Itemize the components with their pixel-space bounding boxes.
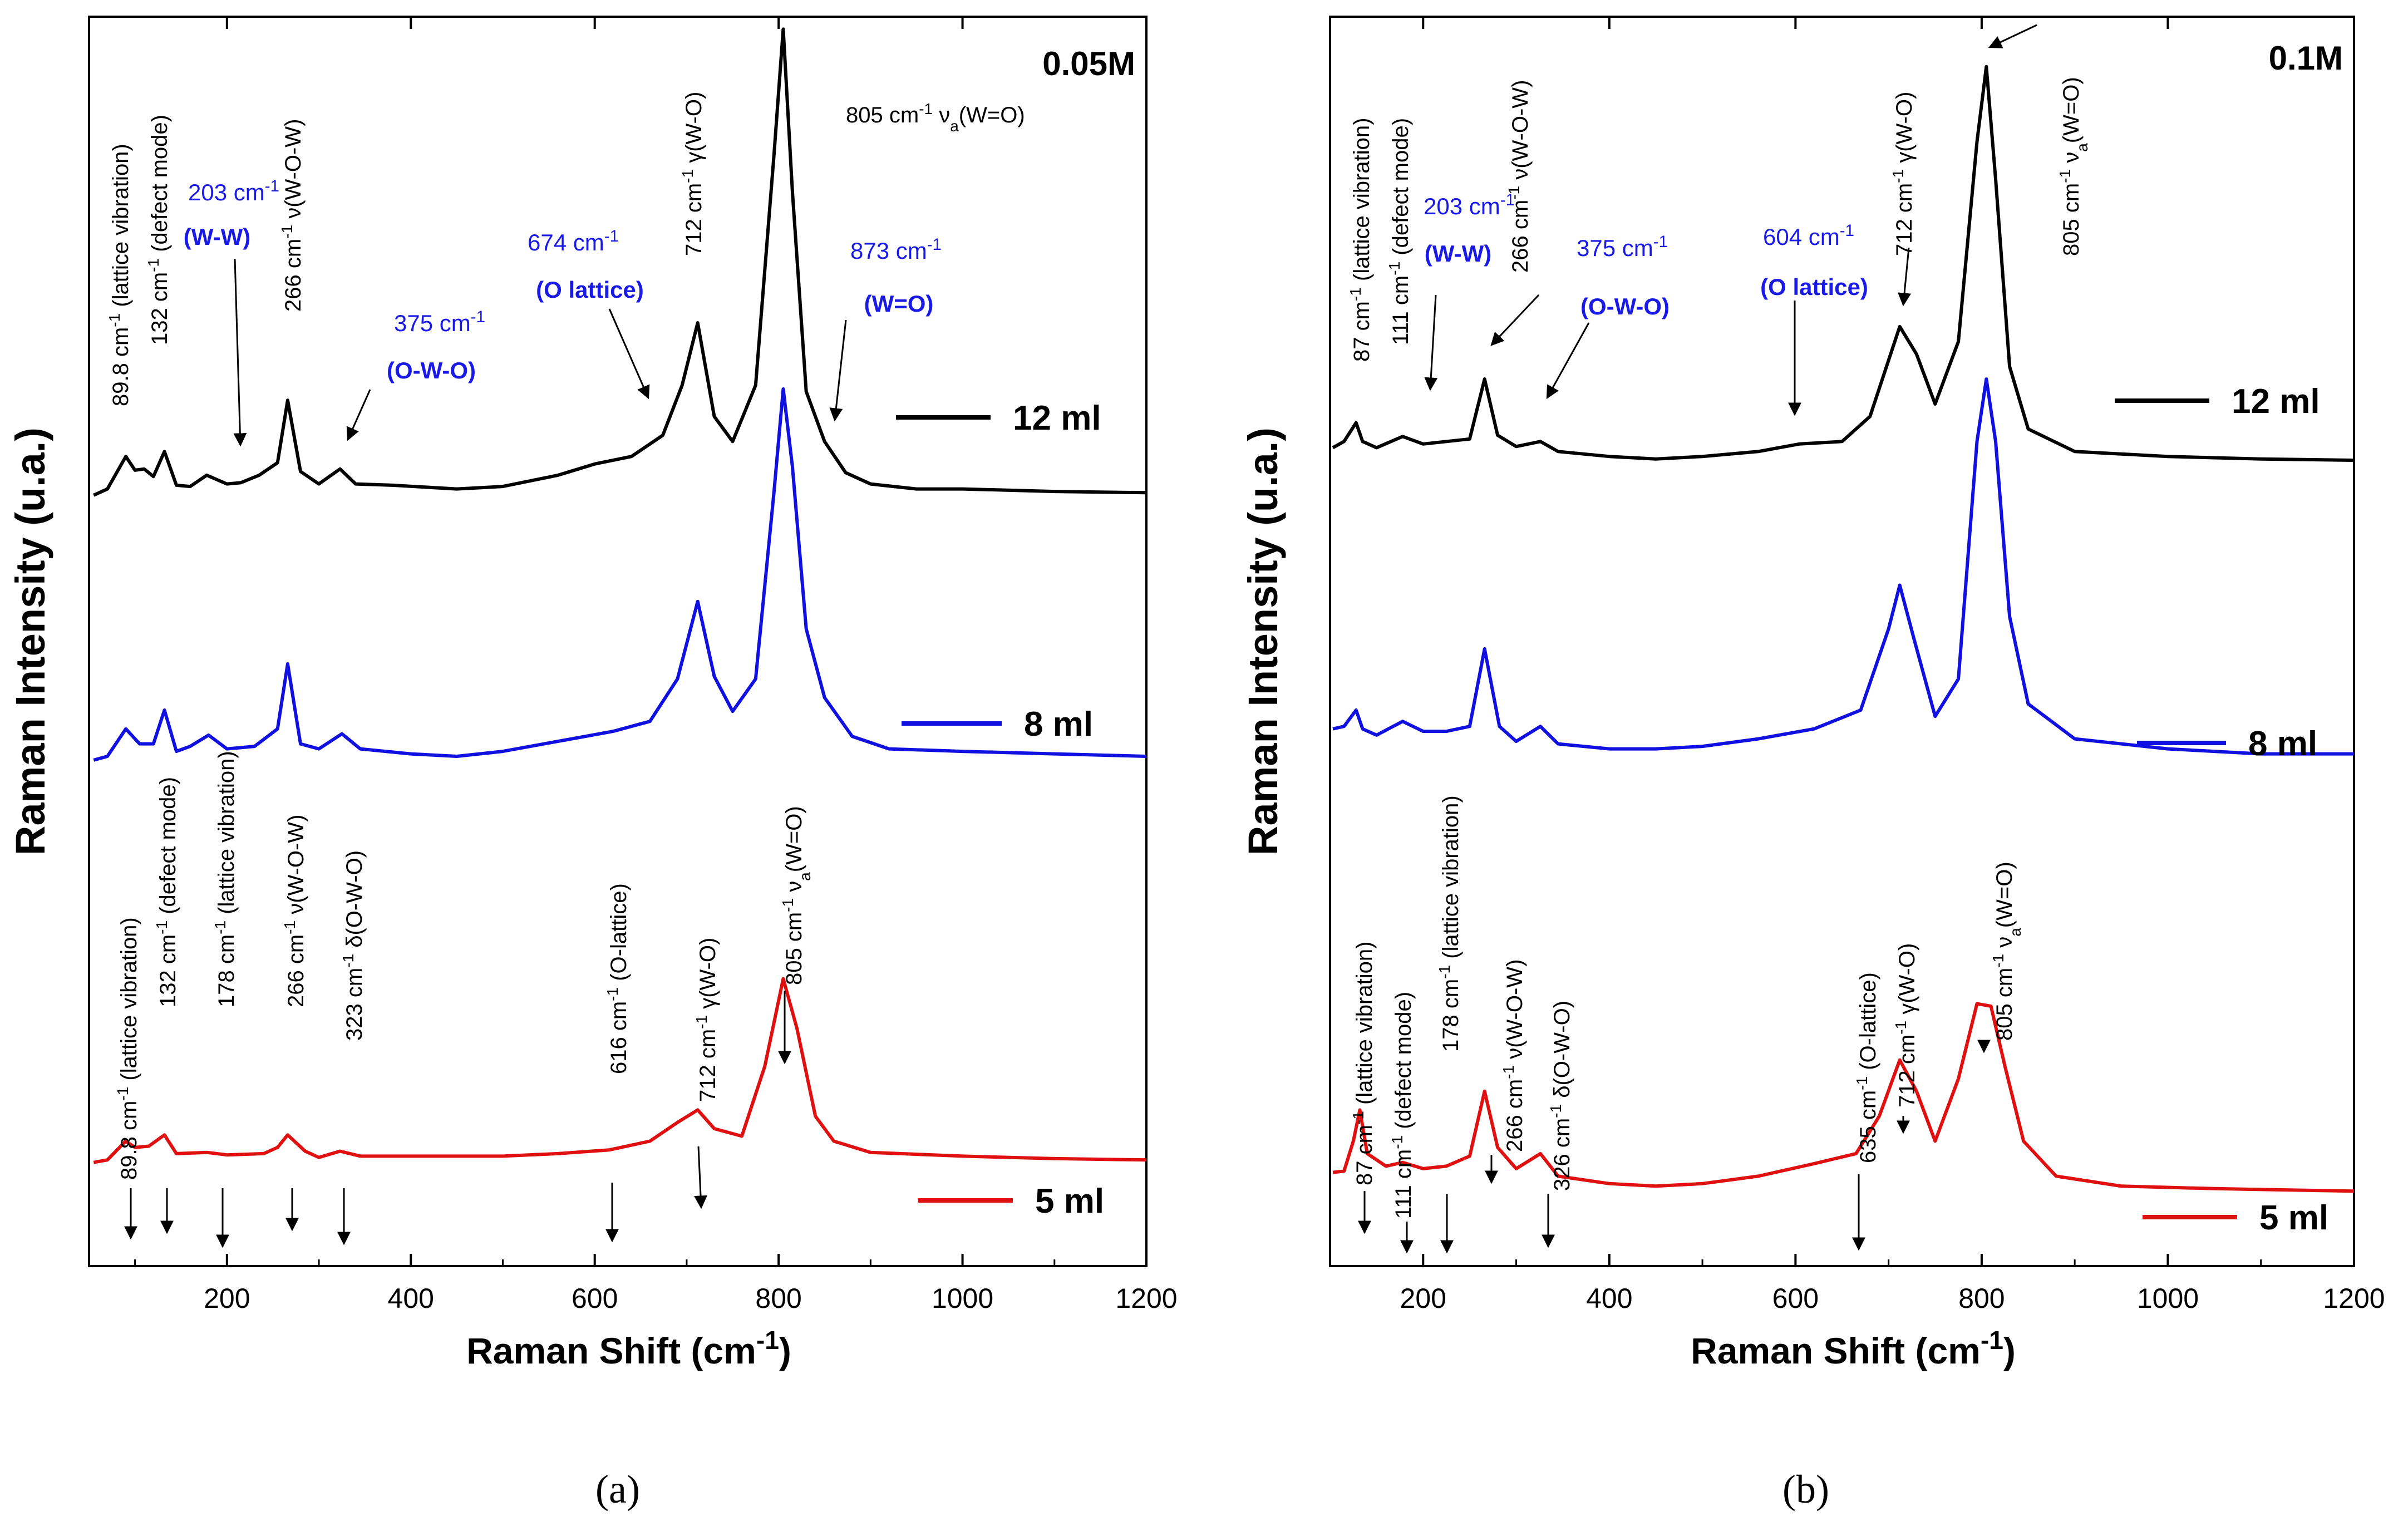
annotation-label: 604 cm-1 [1763, 221, 1854, 250]
legend-label: 5 ml [2259, 1199, 2328, 1237]
annotation-label: 712 cm-1 γ(W-O) [1892, 943, 1920, 1107]
annotation-arrow [233, 258, 247, 447]
annotation-label: 89.8 cm-1 (lattice vibration) [106, 144, 134, 406]
annotation-arrow [694, 1146, 708, 1209]
annotation-label: 89.8 cm-1 (lattice vibration) [114, 917, 142, 1180]
annotation-label: 873 cm-1 [850, 235, 942, 264]
annotation-label: 805 cm-1 νa(W=O) [1990, 862, 2024, 1041]
x-tick-label: 1000 [2137, 1283, 2199, 1314]
chart-panel-a: 200 400 600 800 1000 1200 Raman Shift (cm-1) Ra… [7, 16, 1178, 1371]
annotation-label: 111 cm-1 (defect mode) [1386, 118, 1414, 345]
annotation-label: (O-W-O) [1580, 293, 1670, 319]
annotation-label: 805 cm-1 νa(W=O) [779, 806, 814, 985]
series-line-8-ml [1332, 377, 2354, 756]
annotation-label: (W=O) [864, 291, 934, 317]
annotation-label: 132 cm-1 (defect mode) [153, 777, 181, 1007]
annotation-label: 712 cm-1 γ(W-O) [679, 92, 707, 256]
legend-label: 8 ml [1024, 705, 1093, 744]
annotation-label: 111 cm-1 (defect mode) [1388, 992, 1416, 1219]
y-axis-label: Raman Intensity (u.a.) [7, 427, 53, 855]
annotation-label: 712 cm-1 γ(W-O) [1889, 92, 1917, 256]
y-axis-label: Raman Intensity (u.a.) [1240, 427, 1286, 855]
annotation-arrow [346, 389, 371, 441]
annotation-label: 635 cm-1 (O-lattice) [1853, 972, 1881, 1163]
annotation-label: 266 cm-1 ν(W-O-W) [281, 815, 309, 1007]
annotation-label: 203 cm-1 [1424, 191, 1515, 220]
legend-label: 8 ml [2248, 725, 2317, 763]
plot-frame [88, 16, 1148, 1267]
series-line-12-ml [93, 27, 1147, 497]
caption-b: (b) [1782, 1467, 1829, 1512]
annotation-arrow [1490, 294, 1540, 346]
annotation-arrow [1898, 247, 1912, 307]
annotation-label: (O-W-O) [387, 357, 476, 383]
legend-label: 12 ml [1013, 399, 1101, 437]
x-tick-label: 1200 [1115, 1283, 1177, 1314]
annotation-label: (O lattice) [536, 277, 644, 303]
x-tick-label: 600 [572, 1283, 618, 1314]
annotation-arrow [829, 319, 847, 422]
series-line-12-ml [1332, 65, 2355, 462]
series-line-8-ml [93, 387, 1147, 762]
annotation-label: 712 cm-1 γ(W-O) [693, 938, 721, 1102]
annotation-label: (O lattice) [1760, 274, 1868, 300]
annotation-label: 326 cm-1 δ(O-W-O) [1547, 1001, 1575, 1191]
x-tick-label: 600 [1772, 1283, 1819, 1314]
annotation-label: 375 cm-1 [394, 308, 485, 337]
annotation-label: 616 cm-1 (O-lattice) [604, 883, 632, 1074]
x-tick-label: 400 [1586, 1283, 1632, 1314]
annotation-arrow [1988, 24, 2037, 48]
series-line-5-ml [1332, 1002, 2355, 1193]
x-tick-label: 800 [1958, 1283, 2005, 1314]
plot-frame [1329, 16, 2355, 1267]
annotation-label: 87 cm-1 (lattice vibration) [1347, 118, 1375, 362]
chart-title: 0.05M [1042, 45, 1135, 82]
annotation-label: 674 cm-1 [528, 227, 619, 256]
x-tick-label: 200 [1400, 1283, 1446, 1314]
annotation-label: (W-W) [1425, 240, 1491, 267]
x-tick-label: 800 [755, 1283, 801, 1314]
annotation-label: 375 cm-1 [1577, 233, 1668, 262]
annotation-label: 266 cm-1 ν(W-O-W) [278, 119, 306, 312]
annotation-arrow [608, 308, 650, 400]
chart-panel-b: 200 400 600 800 1000 1200 Raman Shift (cm-1) Ra… [1240, 16, 2385, 1371]
annotation-label: (W-W) [184, 224, 250, 250]
annotation-label: 132 cm-1 (defect mode) [145, 115, 173, 345]
annotation-label: 87 cm-1 (lattice vibration) [1350, 942, 1377, 1185]
annotation-label: 266 cm-1 ν(W-O-W) [1500, 959, 1528, 1152]
legend-label: 12 ml [2232, 382, 2320, 421]
annotation-label: 805 cm-1 νa(W=O) [2056, 77, 2091, 256]
annotation-label: 203 cm-1 [188, 177, 279, 206]
x-axis-label: Raman Shift (cm-1) [466, 1326, 791, 1371]
x-tick-label: 1200 [2323, 1283, 2385, 1314]
annotation-label: 178 cm-1 (lattice vibration) [1436, 795, 1464, 1052]
caption-a: (a) [595, 1467, 640, 1512]
annotation-label: 805 cm-1 νa(W=O) [846, 100, 1025, 135]
annotation-arrow [1546, 322, 1590, 400]
series-line-5-ml [93, 977, 1147, 1164]
x-tick-label: 400 [388, 1283, 434, 1314]
chart-title: 0.1M [2269, 40, 2343, 77]
x-tick-label: 1000 [932, 1283, 993, 1314]
annotation-label: 266 cm-1 ν(W-O-W) [1505, 80, 1533, 273]
x-axis-label: Raman Shift (cm-1) [1691, 1326, 2016, 1371]
annotation-label: 178 cm-1 (lattice vibration) [211, 751, 239, 1007]
annotation-label: 323 cm-1 δ(O-W-O) [339, 850, 367, 1041]
x-tick-label: 200 [204, 1283, 250, 1314]
legend-label: 5 ml [1035, 1182, 1104, 1220]
annotation-arrow [1424, 294, 1438, 391]
